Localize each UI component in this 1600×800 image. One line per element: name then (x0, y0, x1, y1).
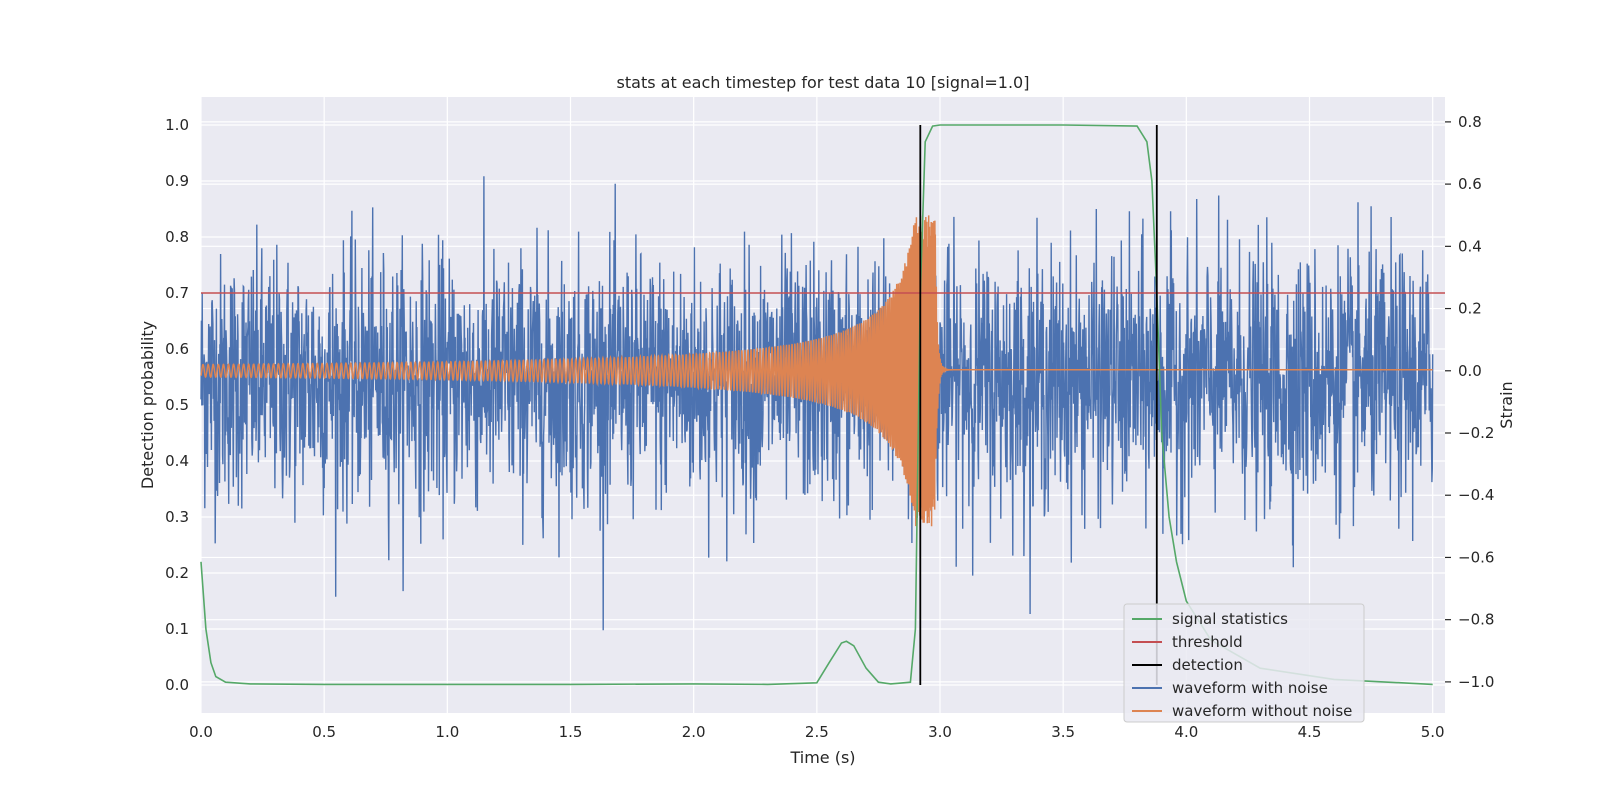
series-waveform-with-noise (200, 176, 1434, 631)
series-signal-statistics (200, 124, 1433, 686)
legend-label: threshold (1172, 633, 1243, 651)
x-tick-label: 4.5 (1298, 723, 1322, 741)
y-right-tick-label: −0.2 (1458, 424, 1494, 442)
x-tick-label: 0.0 (189, 723, 213, 741)
y-tick-label: 0.7 (165, 284, 189, 302)
y-tick-label: 0.9 (165, 172, 189, 190)
y-tick-label: 0.4 (165, 452, 189, 470)
y-axis-right-label: Strain (1497, 381, 1516, 428)
y-right-tick-label: 0.4 (1458, 237, 1482, 255)
y-tick-label: 0.8 (165, 228, 189, 246)
x-axis-label: Time (s) (789, 748, 855, 767)
x-tick-label: 1.0 (435, 723, 459, 741)
x-tick-label: 5.0 (1421, 723, 1445, 741)
x-tick-label: 3.0 (928, 723, 952, 741)
legend: signal statistics threshold detection wavef… (1123, 603, 1365, 723)
chart-title: stats at each timestep for test data 10 … (617, 73, 1030, 92)
legend-label: waveform without noise (1172, 702, 1352, 720)
y-right-tick-label: 0.8 (1458, 113, 1482, 131)
y-tick-label: 1.0 (165, 116, 189, 134)
y-axis-label: Detection probability (138, 321, 157, 489)
x-tick-label: 2.5 (805, 723, 829, 741)
y-right-tick-label: 0.2 (1458, 300, 1482, 318)
y-tick-label: 0.3 (165, 508, 189, 526)
x-tick-label: 0.5 (312, 723, 336, 741)
x-tick-label: 1.5 (559, 723, 583, 741)
x-tick-label: 3.5 (1051, 723, 1075, 741)
legend-label: detection (1172, 656, 1243, 674)
y-right-tick-label: −0.8 (1458, 611, 1494, 629)
y-right-tick-label: 0.6 (1458, 175, 1482, 193)
y-tick-label: 0.1 (165, 620, 189, 638)
legend-label: signal statistics (1172, 610, 1288, 628)
x-tick-label: 2.0 (682, 723, 706, 741)
y-tick-label: 0.5 (165, 396, 189, 414)
y-tick-label: 0.2 (165, 564, 189, 582)
series-waveform-without-noise (200, 215, 1433, 527)
legend-label: waveform with noise (1172, 679, 1328, 697)
axis-layer: 0.0 0.5 1.0 1.5 2.0 2.5 3.0 3.5 4.0 4.5 5.0 0.0 0.1 0… (165, 113, 1494, 741)
y-right-tick-label: −0.6 (1458, 548, 1494, 566)
x-tick-label: 4.0 (1174, 723, 1198, 741)
y-right-tick-label: 0.0 (1458, 362, 1482, 380)
y-tick-label: 0.6 (165, 340, 189, 358)
y-right-tick-label: −0.4 (1458, 486, 1494, 504)
y-tick-label: 0.0 (165, 676, 189, 694)
legend-box (1123, 603, 1365, 723)
series-layer (200, 124, 1445, 686)
y-right-tick-label: −1.0 (1458, 673, 1494, 691)
